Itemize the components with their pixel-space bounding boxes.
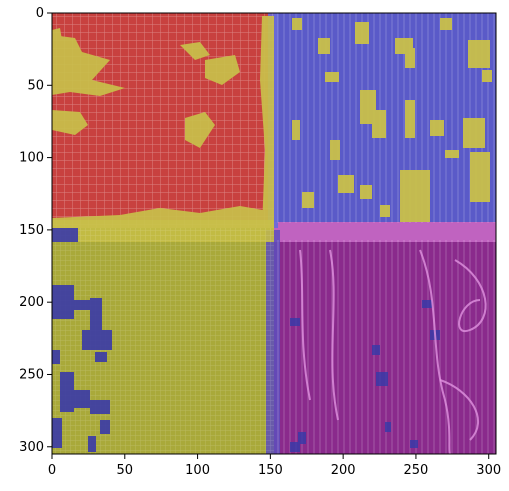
y-tick-label: 250 — [19, 367, 44, 382]
x-tick-label: 150 — [258, 463, 283, 478]
y-tick-label: 0 — [36, 6, 44, 21]
y-tick-label: 100 — [19, 151, 44, 166]
y-tick-label: 200 — [19, 295, 44, 310]
x-tick-label: 50 — [117, 463, 134, 478]
yellow-patches-top-right — [292, 18, 492, 222]
region-boundary-band — [274, 222, 496, 242]
y-tick-label: 50 — [27, 78, 44, 93]
axes-frame — [51, 12, 497, 455]
y-tick-label: 150 — [19, 223, 44, 238]
x-tick-label: 300 — [476, 463, 501, 478]
blue-patches-bottom-left — [52, 228, 112, 452]
image-panel — [52, 13, 496, 454]
wood-grain-swirls — [299, 249, 487, 454]
y-tick-label: 300 — [19, 440, 44, 455]
x-tick-label: 250 — [404, 463, 429, 478]
x-tick-label: 0 — [48, 463, 56, 478]
yellow-patches-top-left — [52, 16, 274, 228]
y-axis: 0 50 100 150 200 250 300 — [19, 6, 52, 455]
x-tick-label: 100 — [185, 463, 210, 478]
x-tick-label: 200 — [331, 463, 356, 478]
x-axis: 0 50 100 150 200 250 300 — [48, 454, 501, 478]
